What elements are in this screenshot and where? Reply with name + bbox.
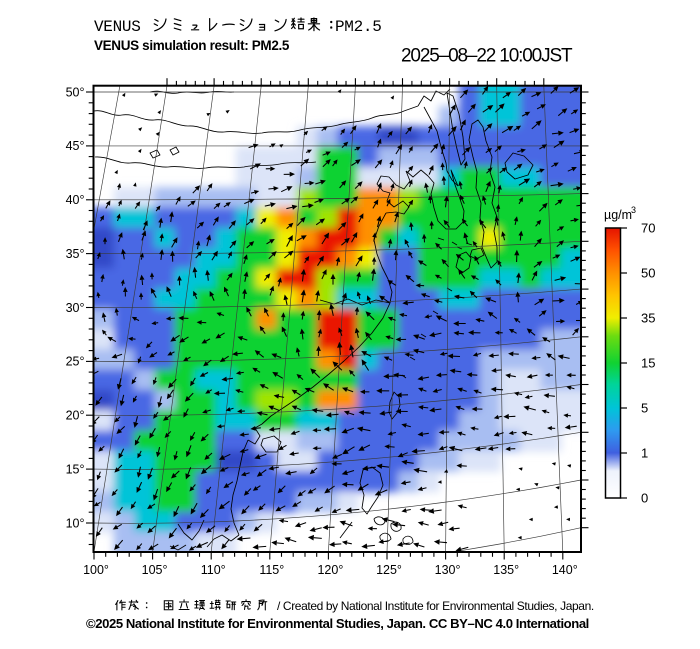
svg-text:VENUS simulation result: PM2.5: VENUS simulation result: PM2.5 — [94, 38, 290, 53]
svg-text:20°: 20° — [66, 409, 85, 423]
svg-text:/ Created by National Institut: / Created by National Institute for Envi… — [277, 599, 594, 613]
svg-text:115°: 115° — [259, 563, 284, 577]
svg-text:25°: 25° — [66, 355, 85, 369]
svg-text:10°: 10° — [66, 516, 85, 530]
svg-text:1: 1 — [641, 446, 648, 461]
svg-text:VENUS: VENUS — [94, 18, 141, 36]
svg-text:3: 3 — [631, 205, 636, 215]
svg-text:40°: 40° — [66, 193, 85, 207]
svg-text:50°: 50° — [66, 85, 85, 99]
svg-text:125°: 125° — [376, 563, 402, 577]
svg-text:45°: 45° — [66, 139, 85, 153]
svg-text:©2025 National Institute for E: ©2025 National Institute for Environment… — [86, 616, 589, 631]
svg-text:15: 15 — [641, 356, 655, 371]
svg-text:30°: 30° — [66, 301, 85, 315]
svg-text:50: 50 — [641, 266, 655, 281]
svg-text:120°: 120° — [317, 563, 343, 577]
svg-text:100°: 100° — [83, 563, 109, 577]
svg-text:15°: 15° — [66, 462, 85, 476]
svg-text:105°: 105° — [142, 563, 168, 577]
svg-text:PM2.5: PM2.5 — [335, 18, 382, 36]
svg-text:135°: 135° — [493, 563, 519, 577]
svg-text:2025–08–22 10:00JST: 2025–08–22 10:00JST — [401, 46, 573, 67]
svg-text:110°: 110° — [201, 563, 226, 577]
svg-text:35: 35 — [641, 311, 655, 326]
svg-text:130°: 130° — [435, 563, 461, 577]
svg-text:140°: 140° — [552, 563, 578, 577]
svg-text:70: 70 — [641, 221, 655, 236]
svg-text:0: 0 — [641, 491, 648, 506]
svg-text:µg/m: µg/m — [604, 208, 632, 222]
svg-text:5: 5 — [641, 401, 648, 416]
svg-text:35°: 35° — [66, 247, 85, 261]
